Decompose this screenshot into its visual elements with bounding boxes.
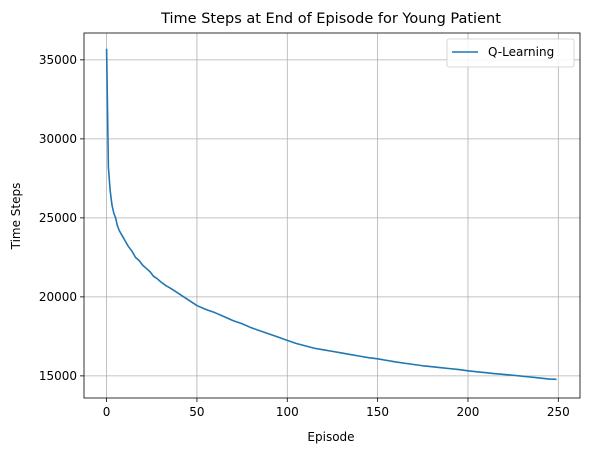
series-group <box>105 48 557 381</box>
y-axis: 15000 20000 25000 30000 35000 <box>39 53 84 383</box>
x-axis: 0 50 100 150 200 250 <box>103 398 570 419</box>
y-tick-label: 35000 <box>39 53 77 67</box>
x-axis-label: Episode <box>307 430 354 444</box>
legend-label: Q-Learning <box>488 45 554 59</box>
x-tick-label: 250 <box>547 405 570 419</box>
y-axis-label: Time Steps <box>9 183 23 251</box>
x-tick-label: 200 <box>457 405 480 419</box>
legend: Q-Learning <box>446 38 575 68</box>
y-tick-label: 15000 <box>39 369 77 383</box>
plot-frame <box>83 32 581 399</box>
y-tick-label: 30000 <box>39 132 77 146</box>
x-tick-label: 0 <box>103 405 111 419</box>
grid <box>84 33 580 398</box>
legend-box <box>446 38 575 68</box>
series-line-0 <box>105 48 557 381</box>
x-tick-label: 100 <box>276 405 299 419</box>
y-tick-label: 20000 <box>39 290 77 304</box>
x-tick-label: 50 <box>189 405 204 419</box>
chart-title: Time Steps at End of Episode for Young P… <box>160 11 501 27</box>
x-tick-label: 150 <box>366 405 389 419</box>
y-tick-label: 25000 <box>39 211 77 225</box>
